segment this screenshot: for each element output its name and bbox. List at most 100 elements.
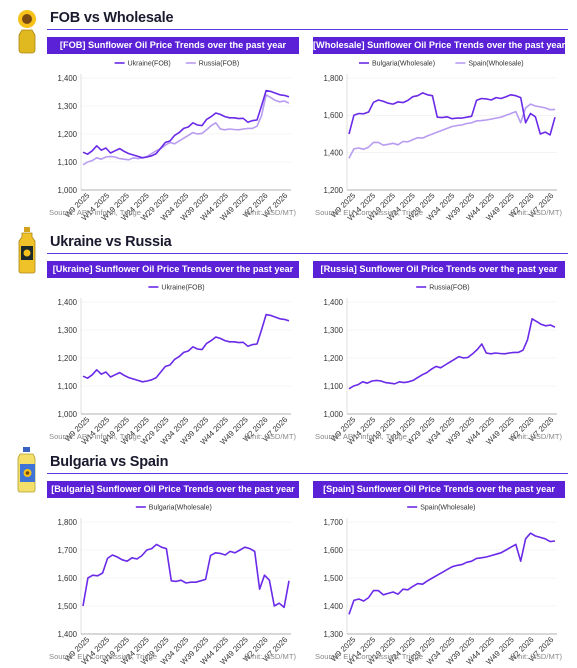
- legend-item: Ukraine(FOB): [114, 61, 171, 68]
- oil-bottle-icon: [18, 227, 36, 274]
- chart-source: Source: EU Commission, Tridge: [315, 208, 424, 217]
- chart-legend: Spain(Wholesale): [407, 505, 475, 512]
- chart-spain: Spain(Wholesale) 1,300 1,400 1,500 1,600 1,70…: [323, 505, 557, 667]
- chart-legend: Bulgaria(Wholesale): [135, 505, 212, 512]
- y-tick-label: 1,500: [323, 574, 343, 583]
- y-tick-label: 1,000: [57, 410, 77, 419]
- y-tick-label: 1,800: [57, 518, 77, 527]
- y-axis: 1,300 1,400 1,500 1,600 1,700: [323, 518, 557, 639]
- chart-fob: Ukraine(FOB) Russia(FOB)1,0001,1001,2001,…: [57, 61, 291, 223]
- y-tick-label: 1,800: [323, 74, 343, 83]
- y-tick-label: 1,400: [323, 602, 343, 611]
- y-axis: 1,000 1,100 1,200 1,300 1,400: [57, 298, 291, 419]
- chart-legend: Ukraine(FOB) Russia(FOB): [114, 61, 239, 68]
- legend-item: Spain(Wholesale): [407, 505, 475, 512]
- y-axis: 1,200 1,400 1,600 1,800: [323, 74, 557, 195]
- chart-title: [Wholesale] Sunflower Oil Price Trends o…: [313, 37, 565, 54]
- chart-unit: (Unit: USD/MT): [510, 432, 562, 441]
- y-tick-label: 1,600: [57, 574, 77, 583]
- y-tick-label: 1,400: [57, 74, 77, 83]
- legend-label: Ukraine(FOB): [128, 61, 171, 68]
- section-title: FOB vs Wholesale: [50, 10, 174, 26]
- legend-label: Russia(FOB): [429, 285, 469, 292]
- chart-source: Source: APK-inform, Tridge: [49, 208, 142, 217]
- chart-panel-spain: [Spain] Sunflower Oil Price Trends over …: [313, 481, 565, 668]
- chart-wholesale: Bulgaria(Wholesale) Spain(Wholesale) 1,200…: [323, 61, 557, 223]
- y-tick-label: 1,400: [57, 298, 77, 307]
- legend-item: Bulgaria(Wholesale): [359, 61, 435, 68]
- y-tick-label: 1,100: [57, 158, 77, 167]
- series-line-bulgaria-wholesale: [82, 543, 290, 609]
- y-tick-label: 1,000: [57, 186, 77, 195]
- y-tick-label: 1,000: [323, 410, 343, 419]
- y-tick-label: 1,200: [57, 130, 77, 139]
- chart-bulgaria: Bulgaria(Wholesale) 1,400 1,500 1,600 1,700 1…: [57, 505, 291, 667]
- chart-source: Source: APK-inform, Tridge: [315, 432, 408, 441]
- legend-label: Russia(FOB): [199, 61, 239, 68]
- y-tick-label: 1,600: [323, 111, 343, 120]
- series-line-spain-wholesale: [348, 532, 556, 615]
- chart-russia: Russia(FOB) 1,000 1,100 1,200 1,300 1,400 W9 2…: [323, 285, 557, 447]
- chart-panel-bulgaria: [Bulgaria] Sunflower Oil Price Trends ov…: [47, 481, 299, 668]
- section-title: Bulgaria vs Spain: [50, 454, 169, 470]
- y-tick-label: 1,400: [57, 630, 77, 639]
- section-divider: [47, 473, 568, 474]
- chart-unit: (Unit: USD/MT): [244, 432, 296, 441]
- series-line-russia-fob: [82, 94, 290, 166]
- legend-label: Bulgaria(Wholesale): [372, 61, 435, 68]
- y-tick-label: 1,300: [57, 102, 77, 111]
- y-tick-label: 1,400: [323, 148, 343, 157]
- chart-title: [FOB] Sunflower Oil Price Trends over th…: [47, 37, 299, 54]
- chart-unit: (Unit: USD/MT): [244, 208, 296, 217]
- chart-source: Source: APK-inform, Tridge: [49, 432, 142, 441]
- chart-legend: Ukraine(FOB): [148, 285, 205, 292]
- series-line-ukraine-fob: [82, 313, 290, 383]
- legend-label: Spain(Wholesale): [420, 505, 475, 512]
- chart-panel-ukraine: [Ukraine] Sunflower Oil Price Trends ove…: [47, 261, 299, 448]
- chart-legend: Bulgaria(Wholesale) Spain(Wholesale): [359, 61, 524, 68]
- y-tick-label: 1,100: [323, 382, 343, 391]
- section-divider: [47, 29, 568, 30]
- y-tick-label: 1,300: [323, 630, 343, 639]
- series-line-ukraine-fob: [82, 89, 290, 159]
- chart-source: Source: EU Commission, Tridge: [49, 652, 158, 661]
- y-tick-label: 1,300: [323, 326, 343, 335]
- y-tick-label: 1,200: [323, 186, 343, 195]
- y-tick-label: 1,700: [57, 546, 77, 555]
- chart-title: [Ukraine] Sunflower Oil Price Trends ove…: [47, 261, 299, 278]
- y-tick-label: 1,100: [57, 382, 77, 391]
- legend-label: Bulgaria(Wholesale): [149, 505, 212, 512]
- y-tick-label: 1,200: [323, 354, 343, 363]
- chart-unit: (Unit: USD/MT): [510, 652, 562, 661]
- legend-item: Spain(Wholesale): [455, 61, 524, 68]
- series-line-spain-wholesale: [348, 103, 556, 159]
- chart-panel-wholesale: [Wholesale] Sunflower Oil Price Trends o…: [313, 37, 565, 224]
- legend-label: Ukraine(FOB): [161, 285, 204, 292]
- chart-ukraine: Ukraine(FOB) 1,000 1,100 1,200 1,300 1,400 W9 …: [57, 285, 291, 447]
- y-tick-label: 1,600: [323, 546, 343, 555]
- chart-unit: (Unit: USD/MT): [510, 208, 562, 217]
- chart-title: [Russia] Sunflower Oil Price Trends over…: [313, 261, 565, 278]
- sunflower-icon: [18, 10, 36, 54]
- oil-jug-icon: [17, 447, 36, 493]
- chart-source: Source: EU Commission, Tridge: [315, 652, 424, 661]
- y-axis: 1,000 1,100 1,200 1,300 1,400: [323, 298, 557, 419]
- chart-legend: Russia(FOB): [416, 285, 470, 292]
- y-tick-label: 1,500: [57, 602, 77, 611]
- y-tick-label: 1,700: [323, 518, 343, 527]
- chart-unit: (Unit: USD/MT): [244, 652, 296, 661]
- series-line-russia-fob: [348, 318, 556, 390]
- y-axis: 1,000 1,100 1,200 1,300 1,400: [57, 74, 291, 195]
- y-tick-label: 1,400: [323, 298, 343, 307]
- chart-panel-russia: [Russia] Sunflower Oil Price Trends over…: [313, 261, 565, 448]
- chart-title: [Spain] Sunflower Oil Price Trends over …: [313, 481, 565, 498]
- y-tick-label: 1,200: [57, 354, 77, 363]
- legend-item: Ukraine(FOB): [148, 285, 205, 292]
- series-line-bulgaria-wholesale: [348, 92, 556, 136]
- legend-item: Russia(FOB): [416, 285, 470, 292]
